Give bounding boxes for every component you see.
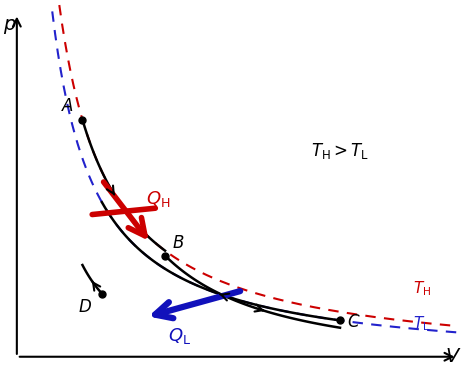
Text: $Q_\mathrm{H}$: $Q_\mathrm{H}$ xyxy=(146,189,170,209)
Text: $D$: $D$ xyxy=(78,298,92,316)
Text: $T_\mathrm{H} > T_\mathrm{L}$: $T_\mathrm{H} > T_\mathrm{L}$ xyxy=(311,141,369,161)
Text: $C$: $C$ xyxy=(347,313,361,331)
Text: $p$: $p$ xyxy=(3,17,16,36)
Text: $V$: $V$ xyxy=(445,348,461,366)
Text: $T_\mathrm{H}$: $T_\mathrm{H}$ xyxy=(413,279,431,298)
Text: $B$: $B$ xyxy=(173,234,185,252)
Text: $Q_\mathrm{L}$: $Q_\mathrm{L}$ xyxy=(168,326,191,346)
Text: $T_\mathrm{L}$: $T_\mathrm{L}$ xyxy=(413,314,430,333)
Text: $A$: $A$ xyxy=(61,97,73,115)
